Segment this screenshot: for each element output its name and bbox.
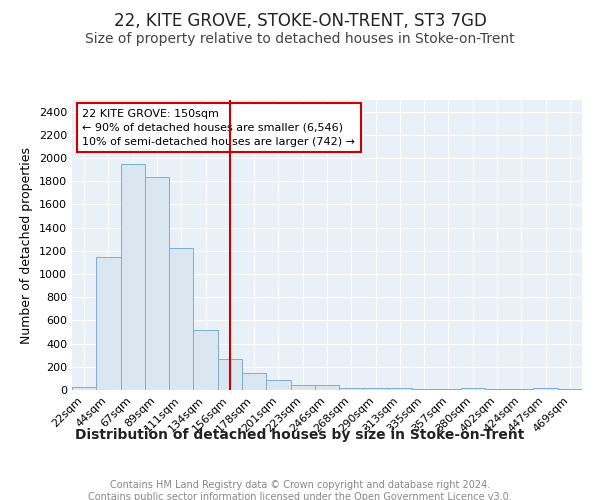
Y-axis label: Number of detached properties: Number of detached properties xyxy=(20,146,34,344)
Bar xyxy=(339,388,364,390)
Bar xyxy=(315,385,339,390)
Bar xyxy=(364,388,388,390)
Text: Contains HM Land Registry data © Crown copyright and database right 2024.
Contai: Contains HM Land Registry data © Crown c… xyxy=(88,480,512,500)
Text: Distribution of detached houses by size in Stoke-on-Trent: Distribution of detached houses by size … xyxy=(76,428,524,442)
Bar xyxy=(461,388,485,390)
Bar xyxy=(96,256,121,390)
Text: Size of property relative to detached houses in Stoke-on-Trent: Size of property relative to detached ho… xyxy=(85,32,515,46)
Bar xyxy=(72,386,96,390)
Bar xyxy=(266,380,290,390)
Bar xyxy=(218,360,242,390)
Bar xyxy=(533,388,558,390)
Bar xyxy=(121,164,145,390)
Text: 22 KITE GROVE: 150sqm
← 90% of detached houses are smaller (6,546)
10% of semi-d: 22 KITE GROVE: 150sqm ← 90% of detached … xyxy=(82,108,355,146)
Bar xyxy=(388,388,412,390)
Bar xyxy=(290,385,315,390)
Bar xyxy=(145,176,169,390)
Bar xyxy=(412,388,436,390)
Bar xyxy=(169,248,193,390)
Bar xyxy=(242,372,266,390)
Bar xyxy=(193,330,218,390)
Text: 22, KITE GROVE, STOKE-ON-TRENT, ST3 7GD: 22, KITE GROVE, STOKE-ON-TRENT, ST3 7GD xyxy=(113,12,487,30)
